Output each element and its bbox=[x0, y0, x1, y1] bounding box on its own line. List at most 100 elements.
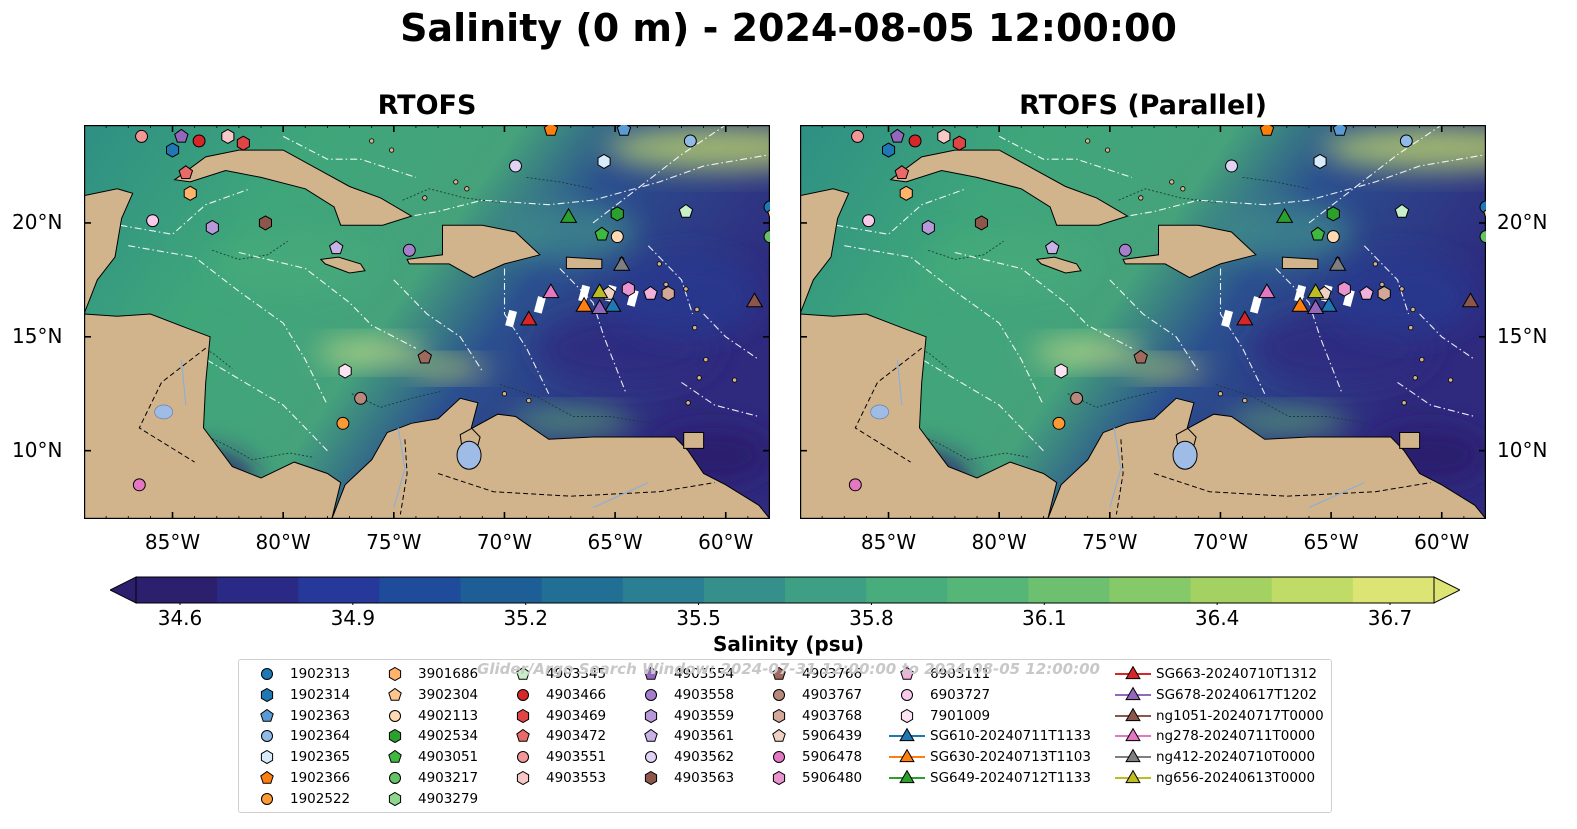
eez-boundary bbox=[282, 135, 417, 178]
salinity-blob bbox=[1226, 409, 1347, 434]
legend-triangle bbox=[899, 769, 915, 784]
colorbar-segment bbox=[1028, 577, 1111, 603]
eez-boundary bbox=[647, 245, 694, 315]
eez-boundary bbox=[106, 188, 251, 235]
legend-label: 1902366 bbox=[290, 770, 351, 786]
lon-tick-label-right: 80°W bbox=[971, 530, 1027, 554]
legend-item: 4903563 bbox=[631, 768, 734, 788]
colorbar-segment bbox=[1352, 577, 1435, 603]
island bbox=[1180, 186, 1186, 192]
legend-label: 1902314 bbox=[290, 686, 351, 703]
argo-float-4903051 bbox=[594, 226, 610, 241]
argo-float-1902522 bbox=[1052, 416, 1066, 430]
map-frame bbox=[800, 125, 1486, 519]
argo-float-4902113 bbox=[610, 230, 624, 244]
argo-float-4903563 bbox=[974, 215, 988, 231]
argo-float-4903345 bbox=[678, 203, 694, 218]
colorbar-tick-label: 34.9 bbox=[330, 606, 376, 630]
lake-nicaragua bbox=[870, 404, 889, 420]
argo-float-3901686 bbox=[899, 185, 913, 201]
legend-marker bbox=[516, 770, 530, 786]
country-border bbox=[437, 473, 715, 497]
river bbox=[393, 427, 406, 508]
colorbar-segment bbox=[298, 577, 380, 603]
argo-float-5906480 bbox=[621, 281, 635, 297]
legend-item: 5906478 bbox=[759, 747, 862, 767]
legend-triangle bbox=[1125, 769, 1141, 784]
colorbar-segment bbox=[703, 577, 786, 603]
argo-float-6903727 bbox=[146, 214, 160, 228]
central-america-land bbox=[84, 313, 342, 519]
legend-label: SG630-20240713T1103 bbox=[930, 749, 1091, 766]
legend-item: SG678-20240617T1202 bbox=[1113, 685, 1317, 705]
argo-float-1902364 bbox=[683, 134, 697, 148]
legend-label: 4903768 bbox=[802, 707, 863, 724]
lat-tick-label-right: 15°N bbox=[1497, 323, 1548, 348]
salinity-blob bbox=[1032, 340, 1143, 365]
legend-symbol bbox=[260, 667, 274, 681]
salinity-blob bbox=[409, 359, 490, 378]
legend-symbol bbox=[772, 770, 786, 786]
island bbox=[683, 286, 689, 292]
legend-symbol bbox=[516, 770, 530, 786]
eez-boundary bbox=[1397, 381, 1476, 418]
glider-track-segment bbox=[578, 284, 591, 303]
legend-label: 4903472 bbox=[546, 728, 607, 745]
legend-item: 1902366 bbox=[247, 768, 350, 788]
depth-contour bbox=[212, 240, 288, 260]
argo-float-4903768 bbox=[1377, 285, 1391, 302]
eez-boundary bbox=[1109, 279, 1199, 372]
argo-float-3902304 bbox=[1483, 209, 1486, 220]
colorbar-segment bbox=[541, 577, 624, 603]
salinity-blob bbox=[610, 253, 761, 338]
glider-SG678-20240617T1202 bbox=[1306, 299, 1325, 314]
legend-item: 4903554 bbox=[631, 664, 734, 684]
argo-float-4902534 bbox=[610, 206, 624, 222]
island bbox=[685, 400, 691, 406]
island bbox=[663, 281, 669, 288]
argo-float-4903562 bbox=[509, 159, 522, 173]
country-border bbox=[1115, 439, 1124, 515]
lon-tick-label-left: 65°W bbox=[587, 530, 643, 554]
argo-float-4903563 bbox=[258, 215, 272, 231]
legend-marker bbox=[516, 729, 530, 743]
jamaica-land bbox=[1035, 256, 1082, 274]
legend-label: ng656-20240613T0000 bbox=[1156, 770, 1316, 786]
legend-triangle bbox=[1125, 707, 1141, 721]
island bbox=[1379, 281, 1385, 288]
colorbar-tick-label: 35.5 bbox=[676, 606, 721, 630]
legend-item: 4903562 bbox=[631, 747, 734, 767]
legend-label: 4903561 bbox=[674, 728, 735, 745]
lat-tick-label-right: 10°N bbox=[1497, 437, 1548, 462]
glider-SG649-20240712T1133 bbox=[1275, 207, 1294, 223]
legend-triangle bbox=[899, 727, 915, 742]
legend-label: 5906439 bbox=[802, 728, 863, 745]
glider-ng278-20240711T0000 bbox=[542, 283, 560, 299]
puerto-rico-land bbox=[565, 256, 603, 269]
depth-contour bbox=[1390, 397, 1438, 415]
argo-float-1902363 bbox=[1332, 125, 1348, 136]
argo-float-1902366 bbox=[1259, 125, 1275, 136]
legend-marker bbox=[388, 791, 402, 806]
legend-label: 4903554 bbox=[674, 666, 735, 682]
legend-symbol bbox=[644, 770, 658, 786]
glider-SG630-20240713T1103 bbox=[575, 296, 593, 312]
depth-contour bbox=[1215, 384, 1367, 424]
legend-marker bbox=[772, 708, 786, 723]
south-america-land bbox=[1047, 397, 1486, 519]
legend-label: 5906480 bbox=[802, 770, 863, 786]
argo-float-4903051 bbox=[1310, 226, 1326, 241]
central-america-land bbox=[800, 313, 1058, 519]
legend-item: SG630-20240713T1103 bbox=[887, 747, 1091, 767]
map-title-rtofs: RTOFS bbox=[377, 90, 477, 121]
argo-float-4903767 bbox=[354, 391, 368, 405]
island bbox=[388, 147, 395, 153]
colorbar-segment bbox=[1109, 577, 1192, 603]
salinity-blob bbox=[316, 340, 427, 365]
depth-contour bbox=[161, 395, 315, 461]
legend-item: 3902304 bbox=[375, 685, 478, 705]
legend-symbol bbox=[260, 730, 274, 743]
legend-symbol bbox=[516, 688, 530, 701]
legend-item: ng1051-20240717T0000 bbox=[1113, 706, 1324, 726]
glider-SG610-20240711T1133 bbox=[1320, 296, 1338, 312]
